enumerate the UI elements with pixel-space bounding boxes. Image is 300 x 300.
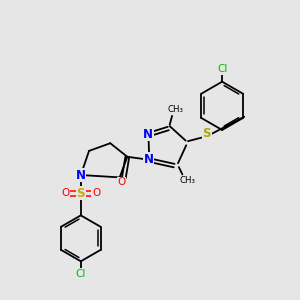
Text: CH₃: CH₃ [179,176,195,185]
Text: S: S [202,127,211,140]
Text: N: N [143,153,154,166]
Text: N: N [143,128,153,141]
Text: N: N [76,169,86,182]
Text: Cl: Cl [217,64,227,74]
Text: S: S [76,187,85,200]
Text: O: O [117,177,126,188]
Text: O: O [61,188,70,198]
Text: O: O [92,188,100,198]
Text: Cl: Cl [76,269,86,279]
Text: CH₃: CH₃ [168,106,184,115]
